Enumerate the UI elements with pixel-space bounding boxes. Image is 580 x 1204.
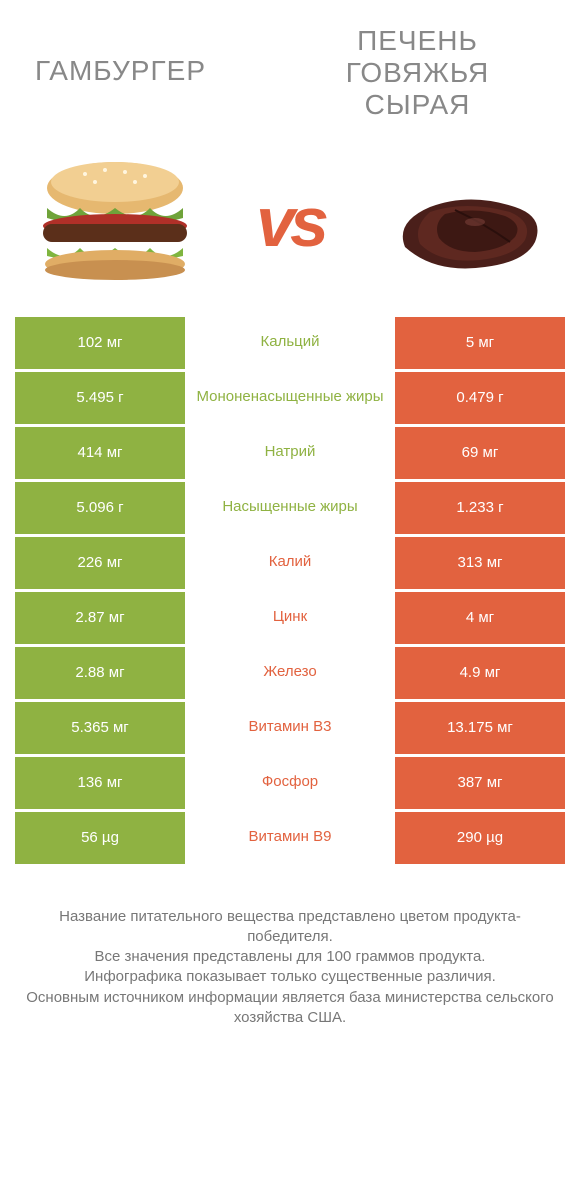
nutrient-label: Железо (185, 647, 395, 699)
nutrient-label: Цинк (185, 592, 395, 644)
right-value-cell: 290 µg (395, 812, 565, 864)
hamburger-icon (25, 152, 205, 292)
table-row: 136 мгФосфор387 мг (15, 757, 565, 809)
left-value-cell: 414 мг (15, 427, 185, 479)
liver-icon (375, 152, 555, 292)
left-value-cell: 2.88 мг (15, 647, 185, 699)
table-row: 5.495 гМононенасыщенные жиры0.479 г (15, 372, 565, 424)
titles-row: ГАМБУРГЕР ПЕЧЕНЬ ГОВЯЖЬЯ СЫРАЯ (0, 0, 580, 132)
right-value-cell: 5 мг (395, 317, 565, 369)
table-row: 2.88 мгЖелезо4.9 мг (15, 647, 565, 699)
vs-label: vs (256, 182, 324, 262)
right-value-cell: 4 мг (395, 592, 565, 644)
left-value-cell: 5.096 г (15, 482, 185, 534)
table-row: 5.365 мгВитамин B313.175 мг (15, 702, 565, 754)
footer-line-3: Инфографика показывает только существенн… (25, 967, 555, 987)
right-value-cell: 387 мг (395, 757, 565, 809)
table-row: 102 мгКальций5 мг (15, 317, 565, 369)
nutrient-label: Фосфор (185, 757, 395, 809)
nutrient-label: Кальций (185, 317, 395, 369)
left-value-cell: 102 мг (15, 317, 185, 369)
nutrient-label: Витамин B9 (185, 812, 395, 864)
left-value-cell: 2.87 мг (15, 592, 185, 644)
right-value-cell: 313 мг (395, 537, 565, 589)
hero-row: vs (0, 132, 580, 317)
right-value-cell: 69 мг (395, 427, 565, 479)
left-value-cell: 226 мг (15, 537, 185, 589)
right-value-cell: 1.233 г (395, 482, 565, 534)
table-row: 414 мгНатрий69 мг (15, 427, 565, 479)
left-value-cell: 136 мг (15, 757, 185, 809)
right-value-cell: 13.175 мг (395, 702, 565, 754)
right-value-cell: 0.479 г (395, 372, 565, 424)
nutrient-label: Насыщенные жиры (185, 482, 395, 534)
nutrient-label: Витамин B3 (185, 702, 395, 754)
nutrient-label: Калий (185, 537, 395, 589)
table-row: 5.096 гНасыщенные жиры1.233 г (15, 482, 565, 534)
table-row: 56 µgВитамин B9290 µg (15, 812, 565, 864)
right-food-title: ПЕЧЕНЬ ГОВЯЖЬЯ СЫРАЯ (290, 25, 545, 122)
comparison-table: 102 мгКальций5 мг5.495 гМононенасыщенные… (0, 317, 580, 864)
left-value-cell: 5.365 мг (15, 702, 185, 754)
footer-line-1: Название питательного вещества представл… (25, 907, 555, 948)
nutrient-label: Натрий (185, 427, 395, 479)
footer-notes: Название питательного вещества представл… (0, 867, 580, 1029)
footer-line-2: Все значения представлены для 100 граммо… (25, 947, 555, 967)
footer-line-4: Основным источником информации является … (25, 988, 555, 1029)
nutrient-label: Мононенасыщенные жиры (185, 372, 395, 424)
left-value-cell: 56 µg (15, 812, 185, 864)
left-food-title: ГАМБУРГЕР (35, 25, 290, 122)
table-row: 2.87 мгЦинк4 мг (15, 592, 565, 644)
left-value-cell: 5.495 г (15, 372, 185, 424)
table-row: 226 мгКалий313 мг (15, 537, 565, 589)
right-value-cell: 4.9 мг (395, 647, 565, 699)
